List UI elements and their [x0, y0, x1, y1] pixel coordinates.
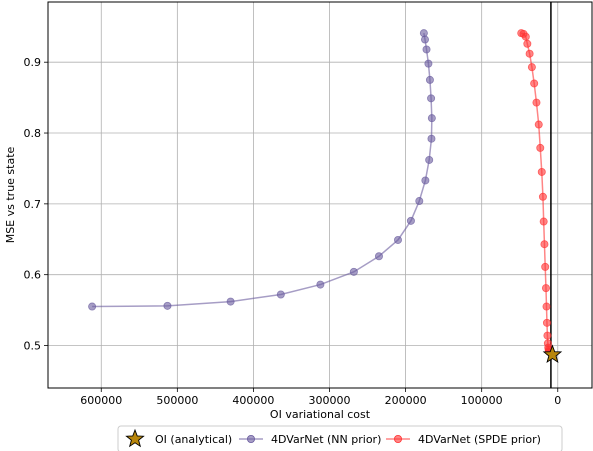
4dvarnet-spde-prior-point	[542, 302, 551, 311]
4dvarnet-spde-prior-legend-marker	[393, 434, 402, 443]
y-tick-label: 0.6	[24, 269, 42, 282]
4dvarnet-spde-prior-legend-label: 4DVarNet (SPDE prior)	[418, 433, 541, 446]
4dvarnet-nn-prior-point	[276, 290, 285, 299]
x-tick-label: 200000	[385, 394, 427, 407]
4dvarnet-nn-prior-legend-label: 4DVarNet (NN prior)	[271, 433, 381, 446]
series-layer	[88, 2, 563, 388]
4dvarnet-spde-prior-point	[527, 63, 536, 72]
4dvarnet-spde-prior-point	[534, 120, 543, 129]
x-tick-label: 400000	[232, 394, 274, 407]
x-tick-label: 300000	[309, 394, 351, 407]
4dvarnet-nn-prior-point	[415, 197, 424, 206]
x-tick-label: 100000	[461, 394, 503, 407]
4dvarnet-spde-prior-point	[536, 143, 545, 152]
4dvarnet-spde-prior-point	[541, 284, 550, 293]
4dvarnet-nn-prior-point	[349, 267, 358, 276]
4dvarnet-spde-prior-point	[541, 262, 550, 271]
plot-frame	[47, 1, 593, 389]
oi-analytical-star	[542, 344, 563, 364]
4dvarnet-nn-prior-point	[316, 280, 325, 289]
4dvarnet-nn-prior-point	[422, 45, 431, 54]
4dvarnet-nn-prior-point	[427, 134, 436, 143]
4dvarnet-nn-prior-point	[163, 301, 172, 310]
4dvarnet-spde-prior-point	[540, 240, 549, 249]
4dvarnet-nn-prior-legend-marker	[246, 434, 255, 443]
x-axis-label: OI variational cost	[270, 408, 371, 421]
4dvarnet-nn-prior-point	[393, 235, 402, 244]
4dvarnet-spde-prior-point	[525, 49, 534, 58]
x-tick-label: 500000	[156, 394, 198, 407]
y-tick-label: 0.7	[24, 198, 42, 211]
oi-analytical-legend-marker	[125, 428, 145, 448]
4dvarnet-nn-prior-point	[419, 29, 428, 38]
4dvarnet-nn-prior-point	[406, 216, 415, 225]
4dvarnet-nn-prior-point	[425, 155, 434, 164]
4dvarnet-nn-prior-point	[226, 297, 235, 306]
4dvarnet-nn-prior-line	[92, 33, 433, 308]
4dvarnet-spde-prior-point	[543, 331, 552, 340]
4dvarnet-spde-prior-point	[523, 39, 532, 48]
4dvarnet-nn-prior-point	[427, 114, 436, 123]
y-tick-label: 0.8	[24, 127, 42, 140]
4dvarnet-nn-prior-point	[420, 35, 429, 44]
4dvarnet-nn-prior-point	[425, 75, 434, 84]
x-tick-label: 600000	[80, 394, 122, 407]
x-axis-ticks: 600000 500000 400000 300000 200000 100000 0	[80, 388, 561, 407]
4dvarnet-spde-prior-point	[542, 318, 551, 327]
y-axis-ticks: 0.5 0.6 0.7 0.8 0.9	[24, 56, 48, 353]
4dvarnet-nn-prior-point	[424, 59, 433, 68]
oi-analytical-legend-label: OI (analytical)	[155, 433, 232, 446]
4dvarnet-spde-prior-point	[537, 167, 546, 176]
4dvarnet-nn-prior-point	[427, 94, 436, 103]
4dvarnet-nn-prior-point	[421, 176, 430, 185]
x-tick-label: 0	[554, 394, 561, 407]
y-axis-label: MSE vs true state	[4, 146, 17, 243]
legend-frame	[117, 425, 563, 451]
4dvarnet-spde-prior-point	[538, 192, 547, 201]
4dvarnet-spde-prior-point	[539, 217, 548, 226]
4dvarnet-nn-prior-point	[374, 252, 383, 261]
4dvarnet-spde-prior-point	[521, 32, 530, 41]
grid-lines	[48, 2, 592, 388]
y-tick-label: 0.9	[24, 56, 42, 69]
y-tick-label: 0.5	[24, 340, 42, 353]
4dvarnet-nn-prior-point	[88, 302, 97, 311]
legend: OI (analytical) 4DVarNet (NN prior) 4DVarN…	[117, 425, 563, 451]
4dvarnet-spde-prior-point	[530, 79, 539, 88]
4dvarnet-spde-prior-point	[532, 98, 541, 107]
